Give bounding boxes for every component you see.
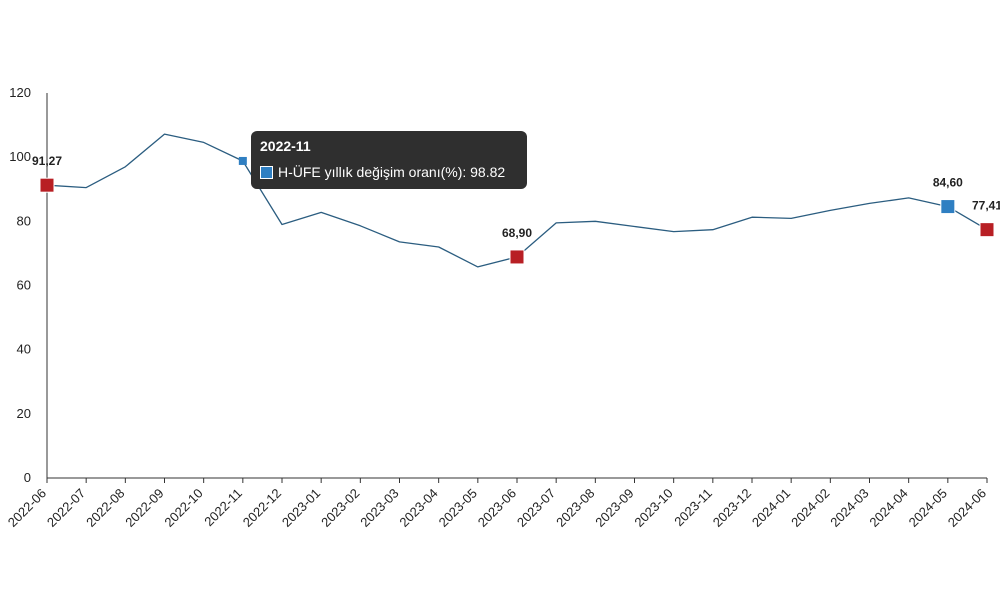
- data-point-marker: [979, 222, 995, 238]
- chart-tooltip: 2022-11 H-ÜFE yıllık değişim oranı(%): 9…: [251, 131, 527, 189]
- x-tick-label: 2022-06: [5, 486, 49, 530]
- y-tick-label: 60: [17, 278, 31, 293]
- x-tick-label: 2022-12: [240, 486, 284, 530]
- x-tick-label: 2024-01: [749, 486, 793, 530]
- y-tick-label: 20: [17, 406, 31, 421]
- x-tick-label: 2022-11: [201, 486, 245, 530]
- x-tick-label: 2023-08: [553, 486, 597, 530]
- y-tick-label: 120: [9, 85, 31, 100]
- data-point-marker: [509, 249, 525, 265]
- x-tick-label: 2024-02: [788, 486, 832, 530]
- data-label-layer: 91,27 68,90 84,60 77,41: [32, 154, 1000, 240]
- data-point-marker: [940, 199, 956, 215]
- data-point-marker: [39, 177, 55, 193]
- x-tick-label: 2023-06: [475, 486, 519, 530]
- tooltip-text: H-ÜFE yıllık değişim oranı(%): 98.82: [278, 164, 506, 180]
- x-tick-label: 2022-09: [122, 486, 166, 530]
- data-label: 91,27: [32, 154, 62, 168]
- x-tick-label: 2023-05: [436, 486, 480, 530]
- x-tick-label: 2023-11: [671, 486, 715, 530]
- y-tick-label: 40: [17, 342, 31, 357]
- x-tick-label: 2022-08: [83, 486, 127, 530]
- hovered-point-marker: [238, 156, 247, 165]
- x-tick-label: 2024-05: [906, 486, 950, 530]
- x-tick-label: 2024-03: [827, 486, 871, 530]
- y-tick-label: 100: [9, 149, 31, 164]
- tooltip-series-swatch: [260, 165, 273, 179]
- marker-layer: [39, 156, 995, 265]
- data-label: 68,90: [502, 226, 532, 240]
- y-tick-label: 80: [17, 213, 31, 228]
- tooltip-title: 2022-11: [260, 138, 311, 154]
- x-tick-label: 2023-07: [514, 486, 558, 530]
- x-tick-label: 2022-10: [161, 486, 205, 530]
- x-tick-label: 2023-09: [592, 486, 636, 530]
- data-label: 77,41: [972, 199, 1000, 213]
- x-tick-label: 2023-04: [396, 486, 440, 530]
- x-axis-ticks: 2022-062022-072022-082022-092022-102022-…: [5, 478, 989, 530]
- x-tick-label: 2024-04: [866, 486, 910, 530]
- tooltip-row: H-ÜFE yıllık değişim oranı(%): 98.82: [260, 164, 505, 180]
- data-label: 84,60: [933, 176, 963, 190]
- x-tick-label: 2023-10: [631, 486, 675, 530]
- x-tick-label: 2023-01: [279, 486, 323, 530]
- x-tick-label: 2023-12: [710, 486, 754, 530]
- x-tick-label: 2024-06: [945, 486, 989, 530]
- y-tick-label: 0: [24, 470, 31, 485]
- y-axis-ticks: 0 20 40 60 80 100 120: [9, 85, 31, 485]
- x-tick-label: 2022-07: [44, 486, 88, 530]
- x-tick-label: 2023-02: [318, 486, 362, 530]
- x-tick-label: 2023-03: [357, 486, 401, 530]
